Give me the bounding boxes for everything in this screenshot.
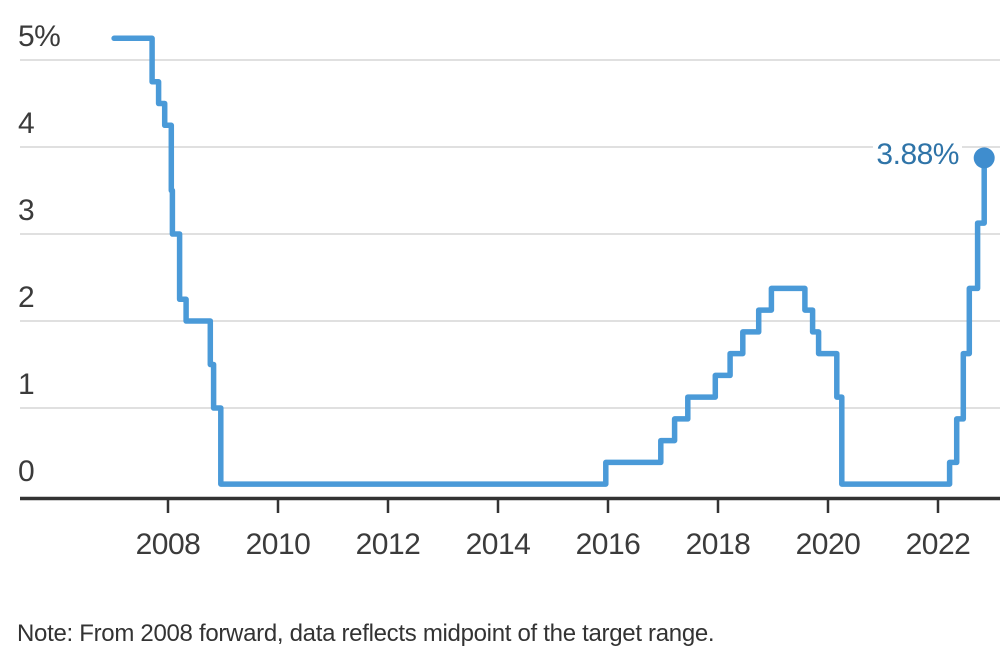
x-axis-label: 2008 — [135, 528, 201, 561]
end-point-dot — [973, 147, 995, 169]
x-axis-label: 2018 — [685, 528, 751, 561]
footnote: Note: From 2008 forward, data reflects m… — [17, 620, 715, 647]
end-value-annotation: 3.88% — [873, 138, 962, 172]
x-axis-label: 2016 — [575, 528, 641, 561]
y-axis-label: 0 — [18, 455, 35, 488]
x-axis-label: 2010 — [245, 528, 311, 561]
x-axis-label: 2014 — [465, 528, 531, 561]
y-axis-label: 4 — [18, 107, 35, 140]
y-axis-label: 2 — [18, 281, 35, 314]
rate-step-line — [111, 35, 987, 487]
x-axis-label: 2022 — [905, 528, 971, 561]
x-axis-label: 2012 — [355, 528, 421, 561]
y-axis-label: 3 — [18, 194, 35, 227]
y-axis-label: 1 — [18, 368, 35, 401]
y-axis-label: 5% — [18, 20, 61, 53]
x-axis-label: 2020 — [795, 528, 861, 561]
